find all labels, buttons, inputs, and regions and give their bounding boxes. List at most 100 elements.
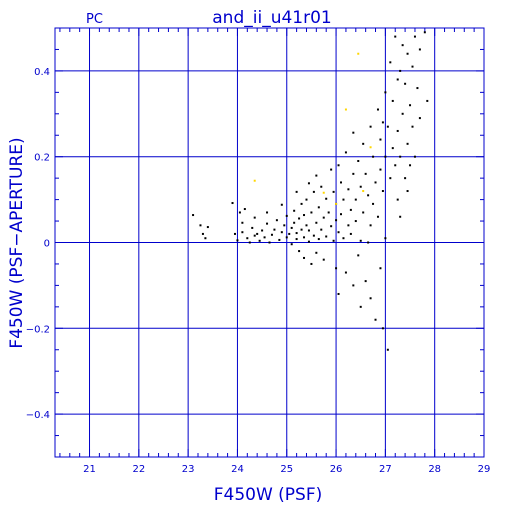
corner-label: PC (86, 12, 103, 27)
data-point (268, 241, 271, 244)
x-tick-label: 27 (379, 464, 392, 475)
y-tick-label: 0.2 (34, 153, 50, 164)
data-point (364, 280, 367, 283)
data-point (411, 125, 414, 128)
data-point (246, 237, 249, 240)
data-point (349, 208, 352, 211)
x-tick-label: 28 (428, 464, 441, 475)
data-point (396, 78, 399, 81)
data-point (352, 131, 355, 134)
data-point (386, 348, 389, 351)
data-point (258, 239, 261, 242)
data-point (362, 211, 365, 214)
data-point (305, 198, 308, 201)
data-point (295, 190, 298, 193)
x-axis-label: F450W (PSF) (214, 485, 323, 505)
x-tick-label: 25 (280, 464, 293, 475)
data-point (307, 182, 310, 185)
data-point (285, 214, 288, 217)
data-point (320, 228, 323, 231)
data-point (381, 327, 384, 330)
data-point (317, 206, 320, 209)
data-point (374, 318, 377, 321)
data-point (404, 177, 407, 180)
x-tick-label: 22 (132, 464, 145, 475)
data-point (199, 224, 202, 227)
data-point (369, 125, 372, 128)
data-point (418, 48, 421, 51)
data-point (406, 190, 409, 193)
data-point (372, 155, 375, 158)
data-point (266, 211, 269, 214)
data-point (367, 241, 370, 244)
data-point (285, 236, 288, 239)
data-point (411, 65, 414, 68)
x-tick-label: 29 (478, 464, 491, 475)
data-point (347, 188, 350, 191)
data-point (354, 198, 357, 201)
data-point (315, 174, 318, 177)
data-point (352, 172, 355, 175)
grid-lines (55, 28, 484, 457)
data-point (253, 216, 256, 219)
data-point (369, 297, 372, 300)
data-point (389, 61, 392, 64)
data-point (394, 164, 397, 167)
data-point (315, 221, 318, 224)
data-point (204, 237, 207, 240)
data-point (401, 44, 404, 47)
data-point (307, 240, 310, 243)
data-point (409, 164, 412, 167)
data-point (238, 211, 241, 214)
y-tick-label: 0 (44, 239, 50, 250)
data-points (192, 31, 429, 351)
data-point (253, 179, 256, 182)
data-point (322, 258, 325, 261)
y-axis-label: F450W (PSF−APERTURE) (7, 137, 27, 348)
data-point (342, 237, 345, 240)
data-point (357, 254, 360, 257)
data-point (320, 185, 323, 188)
data-point (295, 232, 298, 235)
data-point (330, 168, 333, 171)
data-point (384, 155, 387, 158)
data-point (303, 214, 306, 217)
data-point (295, 238, 298, 241)
data-point (352, 284, 355, 287)
data-point (332, 190, 335, 193)
data-point (394, 35, 397, 38)
data-point (374, 181, 377, 184)
data-point (231, 202, 234, 205)
data-point (406, 142, 409, 145)
data-point (325, 197, 328, 200)
data-point (381, 190, 384, 193)
data-point (280, 231, 283, 234)
data-point (293, 221, 296, 224)
data-point (340, 213, 342, 216)
data-point (335, 219, 338, 222)
data-point (327, 211, 330, 214)
data-point (409, 104, 412, 107)
data-point (335, 267, 338, 270)
data-point (330, 225, 333, 228)
data-point (413, 155, 416, 158)
x-tick-labels: 21 22 23 24 25 26 27 28 29 (83, 464, 490, 475)
data-point (354, 220, 357, 223)
data-point (379, 138, 382, 141)
data-point (241, 221, 244, 224)
data-point (384, 91, 387, 94)
data-point (192, 214, 195, 217)
y-tick-label: −0.2 (26, 324, 50, 335)
data-point (399, 215, 402, 218)
data-point (413, 35, 416, 38)
data-point (251, 226, 254, 229)
data-point (376, 108, 379, 111)
data-point (312, 234, 315, 237)
data-point (337, 231, 340, 234)
data-point (364, 172, 367, 175)
data-point (391, 99, 394, 102)
data-point (253, 234, 256, 237)
y-tick-label: 0.4 (34, 67, 50, 78)
data-point (357, 52, 360, 55)
